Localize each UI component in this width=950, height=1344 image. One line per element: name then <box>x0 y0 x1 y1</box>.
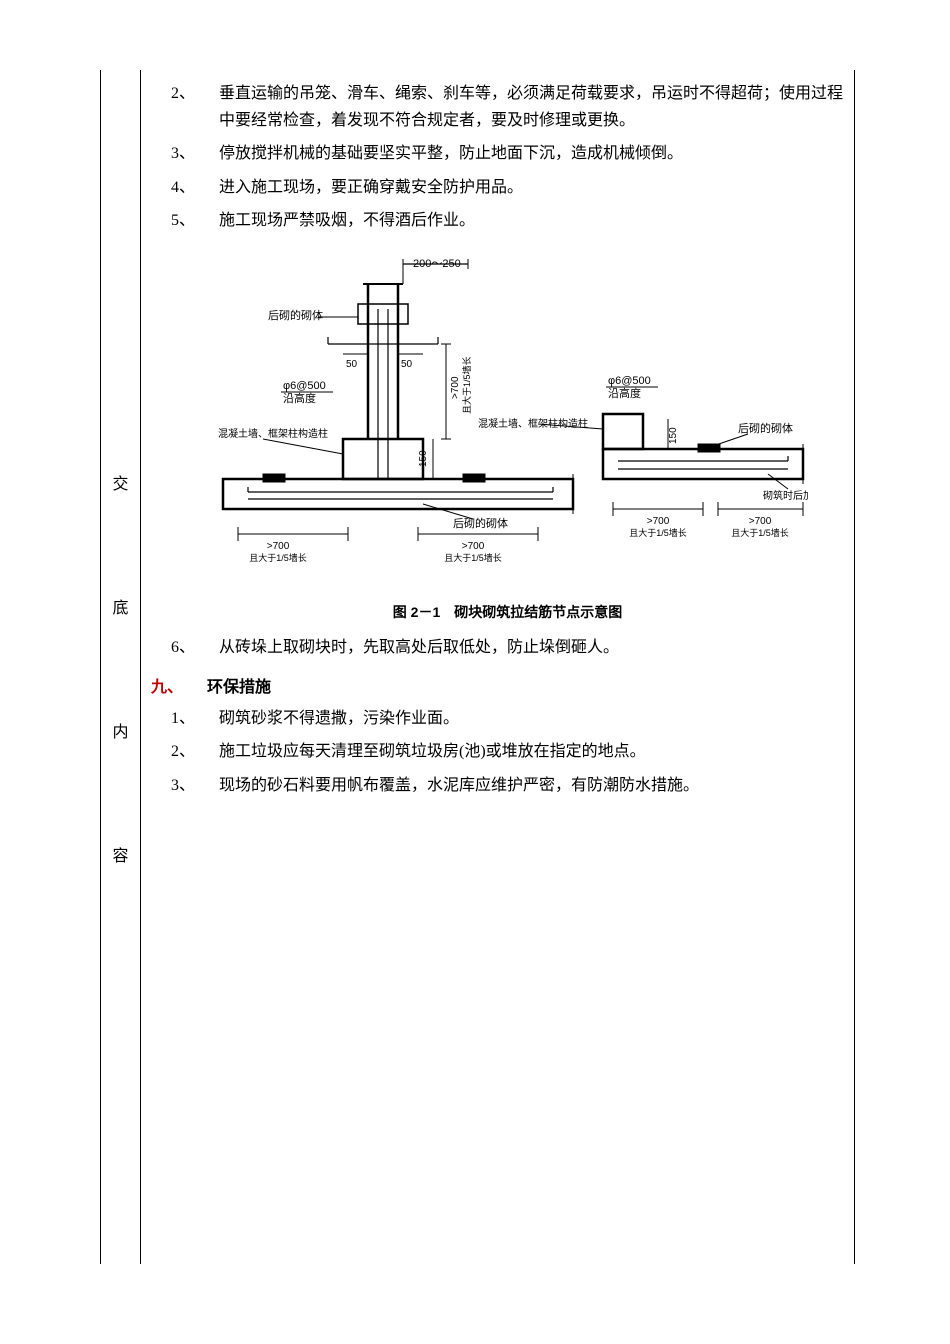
sidebar-char: 底 <box>112 594 128 618</box>
list-text: 进入施工现场，要正确穿戴安全防护用品。 <box>219 174 844 201</box>
list-item: 1、 砌筑砂浆不得遗撒，污染作业面。 <box>171 705 844 732</box>
diagram-label: 后砌的砌体 <box>738 421 793 435</box>
dim-label: >700 <box>748 516 771 527</box>
dim-label: 且大于1/5墙长 <box>444 552 502 563</box>
diagram-label: 后砌的砌体 <box>268 308 323 322</box>
dim-label: 200～250 <box>413 258 461 270</box>
list-num: 2、 <box>171 738 219 765</box>
figure-caption: 图 2－1 砌块砌筑拉结筋节点示意图 <box>208 602 808 622</box>
list-item: 3、 现场的砂石料要用帆布覆盖，水泥库应维护严密，有防潮防水措施。 <box>171 772 844 799</box>
sidebar-char: 交 <box>112 470 128 494</box>
diagram-label: 砌筑时后加 <box>763 489 808 502</box>
list-text: 从砖垛上取砌块时，先取高处后取低处，防止垛倒砸人。 <box>219 634 844 661</box>
section-header: 九、 环保措施 <box>151 673 844 697</box>
list-text: 砌筑砂浆不得遗撒，污染作业面。 <box>219 705 844 732</box>
list-item: 5、 施工现场严禁吸烟，不得酒后作业。 <box>171 207 844 234</box>
diagram-label: 混凝土墙、框架柱构造柱 <box>218 427 328 440</box>
list-num: 1、 <box>171 705 219 732</box>
list-text: 施工垃圾应每天清理至砌筑垃圾房(池)或堆放在指定的地点。 <box>219 738 844 765</box>
list-num: 2、 <box>171 80 219 134</box>
list-item: 2、 施工垃圾应每天清理至砌筑垃圾房(池)或堆放在指定的地点。 <box>171 738 844 765</box>
dim-label: >700 <box>450 376 461 399</box>
list-num: 3、 <box>171 772 219 799</box>
sidebar-char: 内 <box>112 718 128 742</box>
diagram-svg: 200～250 后砌的砌体 50 50 φ6@500 沿高度 φ6@500 沿高… <box>208 249 808 589</box>
diagram-label: 沿高度 <box>283 391 316 405</box>
list-item: 3、 停放搅拌机械的基础要坚实平整，防止地面下沉，造成机械倾倒。 <box>171 140 844 167</box>
diagram-label: φ6@500 <box>608 375 651 387</box>
section-num: 九、 <box>151 673 207 697</box>
diagram-label: 混凝土墙、框架柱构造柱 <box>478 417 588 430</box>
dim-label: 150 <box>668 427 679 444</box>
list-text: 停放搅拌机械的基础要坚实平整，防止地面下沉，造成机械倾倒。 <box>219 140 844 167</box>
list-item: 6、 从砖垛上取砌块时，先取高处后取低处，防止垛倒砸人。 <box>171 634 844 661</box>
list-text: 现场的砂石料要用帆布覆盖，水泥库应维护严密，有防潮防水措施。 <box>219 772 844 799</box>
dim-label: 50 <box>346 359 358 370</box>
list-text: 垂直运输的吊笼、滑车、绳索、刹车等，必须满足荷载要求，吊运时不得超荷；使用过程中… <box>219 80 844 134</box>
dim-label: 且大于1/5墙长 <box>731 527 789 538</box>
dim-label: >700 <box>461 541 484 552</box>
list-num: 4、 <box>171 174 219 201</box>
list-num: 3、 <box>171 140 219 167</box>
sidebar-char: 容 <box>112 842 128 866</box>
list-item: 2、 垂直运输的吊笼、滑车、绳索、刹车等，必须满足荷载要求，吊运时不得超荷；使用… <box>171 80 844 134</box>
dim-label: 50 <box>401 359 413 370</box>
list-text: 施工现场严禁吸烟，不得酒后作业。 <box>219 207 844 234</box>
dim-label: >700 <box>266 541 289 552</box>
page-frame: 交 底 内 容 2、 垂直运输的吊笼、滑车、绳索、刹车等，必须满足荷载要求，吊运… <box>100 70 855 1264</box>
diagram-label: 沿高度 <box>608 386 641 400</box>
dim-label: >700 <box>646 516 669 527</box>
dim-label: 且大于1/5墙长 <box>629 527 687 538</box>
dim-label: 且大于1/5墙长 <box>249 552 307 563</box>
section-title: 环保措施 <box>207 673 271 697</box>
diagram-figure: 200～250 后砌的砌体 50 50 φ6@500 沿高度 φ6@500 沿高… <box>208 249 808 622</box>
diagram-label: φ6@500 <box>283 380 326 392</box>
sidebar-column: 交 底 内 容 <box>101 70 141 1264</box>
list-num: 5、 <box>171 207 219 234</box>
diagram-label: 后砌的砌体 <box>453 516 508 530</box>
content-column: 2、 垂直运输的吊笼、滑车、绳索、刹车等，必须满足荷载要求，吊运时不得超荷；使用… <box>141 70 854 1264</box>
dim-label: 且大于1/5墙长 <box>461 356 472 414</box>
list-num: 6、 <box>171 634 219 661</box>
list-item: 4、 进入施工现场，要正确穿戴安全防护用品。 <box>171 174 844 201</box>
dim-label: 150 <box>418 450 429 467</box>
